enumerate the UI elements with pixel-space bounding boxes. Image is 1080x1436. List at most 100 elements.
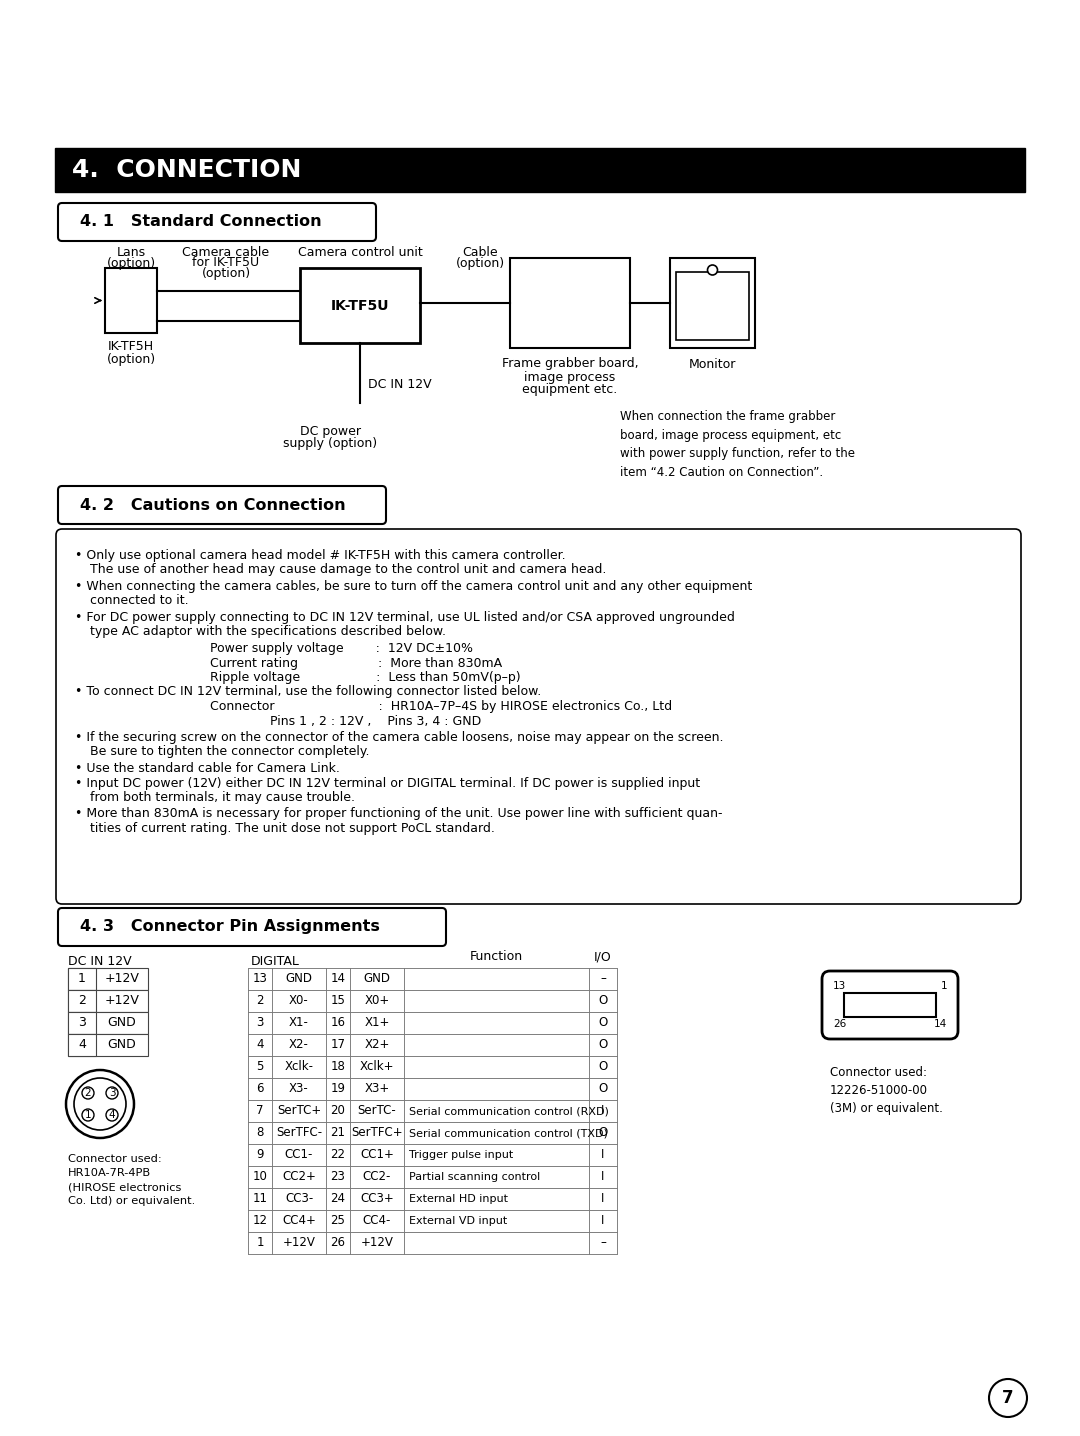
Text: 4. 3   Connector Pin Assignments: 4. 3 Connector Pin Assignments xyxy=(80,919,380,935)
Text: 1: 1 xyxy=(78,972,86,985)
Bar xyxy=(350,1166,404,1188)
Text: IK-TF5U: IK-TF5U xyxy=(330,299,389,313)
Text: 26: 26 xyxy=(330,1236,346,1249)
Text: +12V: +12V xyxy=(105,995,139,1008)
Text: DC power: DC power xyxy=(299,425,361,438)
Bar xyxy=(350,1122,404,1144)
Circle shape xyxy=(82,1087,94,1099)
Bar xyxy=(589,1012,617,1034)
Text: External VD input: External VD input xyxy=(409,1216,508,1226)
Text: Xclk+: Xclk+ xyxy=(360,1061,394,1074)
Bar xyxy=(300,269,420,343)
Bar xyxy=(248,1166,617,1188)
Text: I: I xyxy=(602,1149,605,1162)
Bar xyxy=(68,968,148,989)
Bar xyxy=(404,968,589,989)
Bar xyxy=(404,1034,589,1055)
Text: O: O xyxy=(598,1038,608,1051)
Text: 20: 20 xyxy=(330,1104,346,1117)
Bar xyxy=(248,968,617,989)
Bar xyxy=(350,1100,404,1122)
Text: from both terminals, it may cause trouble.: from both terminals, it may cause troubl… xyxy=(90,791,355,804)
Text: CC3-: CC3- xyxy=(285,1192,313,1205)
Bar xyxy=(272,989,326,1012)
Text: +12V: +12V xyxy=(283,1236,315,1249)
Text: (option): (option) xyxy=(202,267,251,280)
Text: External HD input: External HD input xyxy=(409,1193,508,1203)
Bar xyxy=(326,1188,350,1211)
Text: (option): (option) xyxy=(107,257,156,270)
Bar xyxy=(272,1232,326,1254)
Text: X2-: X2- xyxy=(289,1038,309,1051)
Text: 2: 2 xyxy=(84,1088,92,1099)
Text: Lans: Lans xyxy=(117,246,146,258)
Text: • For DC power supply connecting to DC IN 12V terminal, use UL listed and/or CSA: • For DC power supply connecting to DC I… xyxy=(75,610,734,625)
Text: 14: 14 xyxy=(330,972,346,985)
Text: X1+: X1+ xyxy=(364,1017,390,1030)
Text: (option): (option) xyxy=(107,353,156,366)
Text: 19: 19 xyxy=(330,1083,346,1096)
Text: for IK-TF5U: for IK-TF5U xyxy=(192,257,259,270)
Text: • Use the standard cable for Camera Link.: • Use the standard cable for Camera Link… xyxy=(75,763,340,775)
Bar xyxy=(248,1122,272,1144)
FancyBboxPatch shape xyxy=(58,485,386,524)
Text: +12V: +12V xyxy=(105,972,139,985)
Text: GND: GND xyxy=(108,1038,136,1051)
Text: I: I xyxy=(602,1215,605,1228)
Bar xyxy=(404,1100,589,1122)
Text: SerTC+: SerTC+ xyxy=(276,1104,321,1117)
Ellipse shape xyxy=(75,1078,126,1130)
Text: Connector used:
12226-51000-00
(3M) or equivalent.: Connector used: 12226-51000-00 (3M) or e… xyxy=(831,1066,943,1114)
Text: • If the securing screw on the connector of the camera cable loosens, noise may : • If the securing screw on the connector… xyxy=(75,731,724,744)
Bar xyxy=(589,1211,617,1232)
Text: Partial scanning control: Partial scanning control xyxy=(409,1172,540,1182)
Text: Camera cable: Camera cable xyxy=(183,246,270,258)
Text: CC2-: CC2- xyxy=(363,1170,391,1183)
Text: type AC adaptor with the specifications described below.: type AC adaptor with the specifications … xyxy=(90,626,446,639)
Text: Serial communication control (RXD): Serial communication control (RXD) xyxy=(409,1106,609,1116)
Text: DC IN 12V: DC IN 12V xyxy=(68,955,132,968)
Text: 16: 16 xyxy=(330,1017,346,1030)
Bar xyxy=(248,1055,617,1078)
Bar xyxy=(404,1122,589,1144)
Text: 25: 25 xyxy=(330,1215,346,1228)
Text: X0-: X0- xyxy=(289,995,309,1008)
Text: X1-: X1- xyxy=(289,1017,309,1030)
Bar xyxy=(68,1012,96,1034)
Text: GND: GND xyxy=(108,1017,136,1030)
Bar xyxy=(248,1100,272,1122)
Text: Current rating                    :  More than 830mA: Current rating : More than 830mA xyxy=(210,656,502,669)
Text: I: I xyxy=(602,1104,605,1117)
Text: 1: 1 xyxy=(941,981,947,991)
Text: 12: 12 xyxy=(253,1215,268,1228)
Text: 1: 1 xyxy=(84,1110,92,1120)
Bar xyxy=(248,1034,272,1055)
Text: O: O xyxy=(598,1083,608,1096)
Bar xyxy=(272,1122,326,1144)
Text: 17: 17 xyxy=(330,1038,346,1051)
Text: 9: 9 xyxy=(256,1149,264,1162)
Text: 26: 26 xyxy=(833,1020,847,1030)
Bar xyxy=(248,1055,272,1078)
Text: 10: 10 xyxy=(253,1170,268,1183)
Bar xyxy=(248,1188,272,1211)
Bar xyxy=(248,1012,617,1034)
Text: 13: 13 xyxy=(833,981,847,991)
Text: IK-TF5H: IK-TF5H xyxy=(108,340,154,353)
Bar xyxy=(589,1078,617,1100)
Bar xyxy=(589,1122,617,1144)
Text: 23: 23 xyxy=(330,1170,346,1183)
Text: equipment etc.: equipment etc. xyxy=(523,383,618,396)
Text: 24: 24 xyxy=(330,1192,346,1205)
Bar xyxy=(68,1012,148,1034)
Text: Connector used:
HR10A-7R-4PB
(HIROSE electronics
Co. Ltd) or equivalent.: Connector used: HR10A-7R-4PB (HIROSE ele… xyxy=(68,1155,195,1206)
Text: O: O xyxy=(598,1061,608,1074)
Bar xyxy=(404,1144,589,1166)
Bar xyxy=(589,1144,617,1166)
Bar xyxy=(68,1034,96,1055)
Bar xyxy=(248,1144,272,1166)
Text: • More than 830mA is necessary for proper functioning of the unit. Use power lin: • More than 830mA is necessary for prope… xyxy=(75,807,723,820)
Text: 3: 3 xyxy=(78,1017,86,1030)
Text: SerTFC-: SerTFC- xyxy=(275,1126,322,1140)
Bar xyxy=(55,148,1025,192)
